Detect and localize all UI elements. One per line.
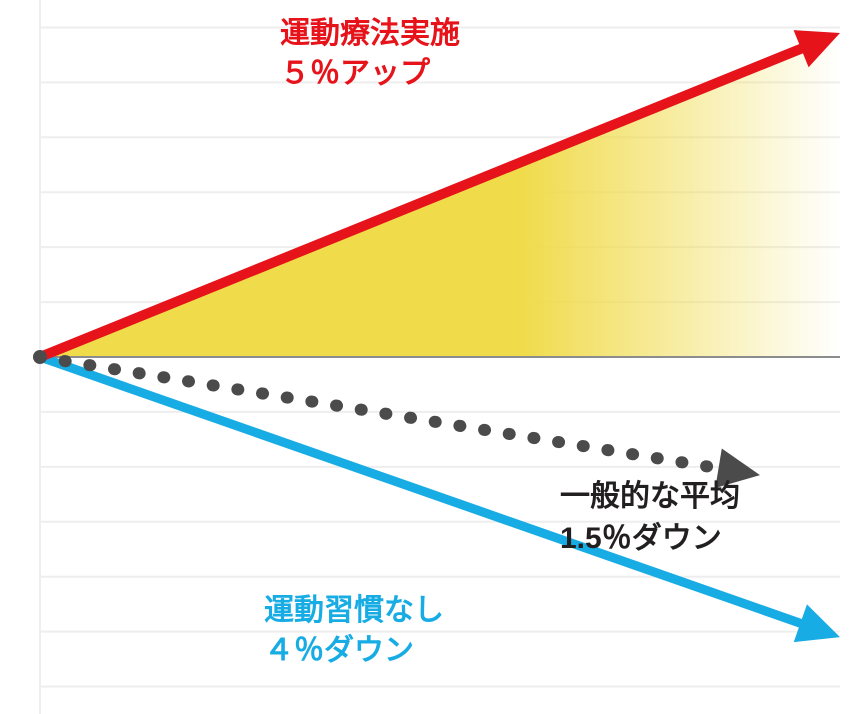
exercise-effect-chart: 運動療法実施 ５％アップ一般的な平均 1.5％ダウン運動習慣なし ４％ダウン: [0, 0, 860, 714]
series-up-label-line2: ５％アップ: [280, 57, 431, 90]
series-down-label-line2: ４％ダウン: [264, 633, 414, 667]
series-up-label-line1: 運動療法実施: [280, 17, 460, 50]
chart-svg: 運動療法実施 ５％アップ一般的な平均 1.5％ダウン運動習慣なし ４％ダウン: [0, 0, 860, 714]
origin-dot: [33, 350, 47, 364]
series-avg-label-line1: 一般的な平均: [560, 480, 740, 513]
series-down-label-line1: 運動習慣なし: [264, 594, 444, 627]
series-avg-label-line2: 1.5％ダウン: [560, 521, 722, 555]
